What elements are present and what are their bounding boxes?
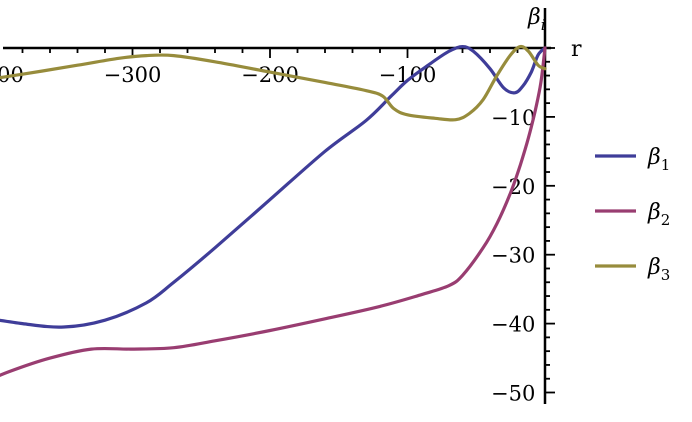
series-lines: [0, 44, 547, 378]
legend-item-beta-2: β2: [595, 200, 670, 229]
axes: −400−300−200−100−10−20−30−40−50: [0, 8, 555, 406]
y-tick-label: −30: [491, 244, 535, 268]
x-tick-label: −300: [104, 63, 162, 87]
axis-labels: βi r: [527, 5, 582, 62]
y-tick-label: −50: [491, 382, 535, 406]
series-line-beta-3: [0, 44, 547, 122]
legend-item-beta-3: β3: [595, 255, 670, 284]
legend: β1 β2 β3: [595, 145, 670, 284]
legend-label: β3: [647, 255, 670, 284]
legend-label: β1: [647, 145, 670, 174]
x-axis-label: r: [571, 37, 582, 62]
legend-label: β2: [647, 200, 670, 229]
y-axis-label: βi: [527, 5, 546, 34]
y-tick-label: −10: [491, 106, 535, 130]
y-tick-label: −40: [491, 313, 535, 337]
series-line-beta-2: [0, 46, 547, 378]
series-line-beta-1: [0, 45, 547, 329]
legend-item-beta-1: β1: [595, 145, 670, 174]
